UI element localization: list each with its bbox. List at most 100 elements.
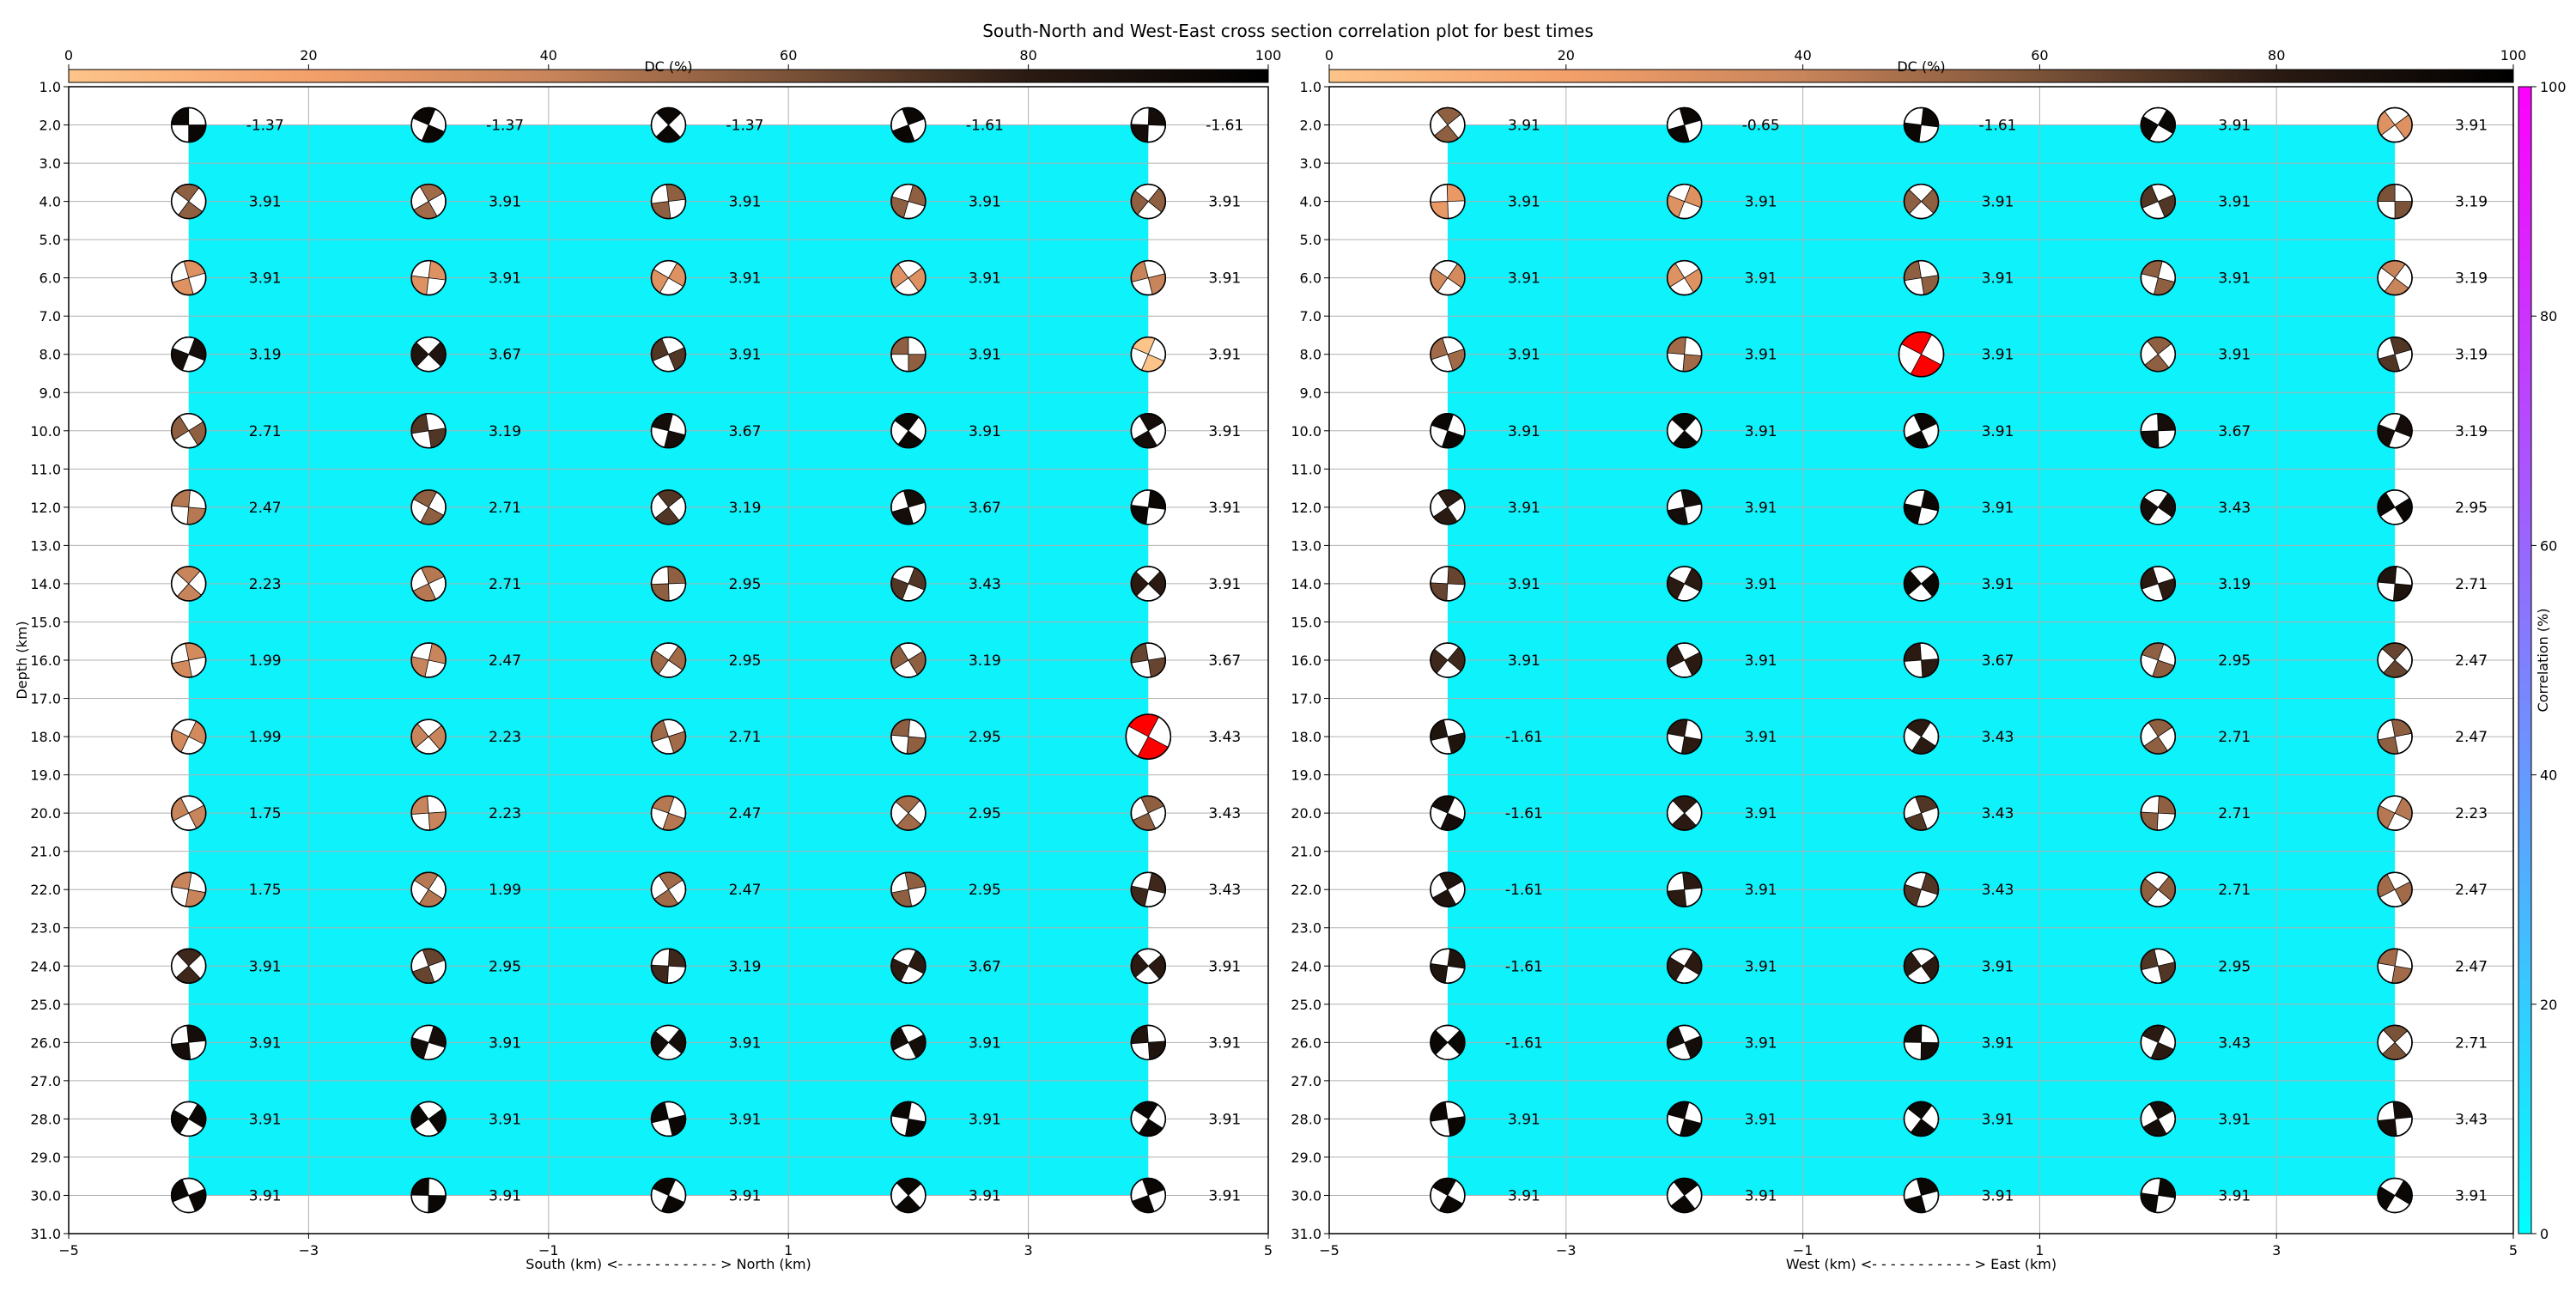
beachball [170,183,207,220]
beachball-rim [2140,719,2177,755]
cell-value-label: -1.61 [1505,1034,1543,1052]
beachball [2377,183,2413,220]
beachball-rim [650,183,687,220]
beachball [1666,413,1703,449]
beachball [1903,1177,1940,1214]
beachball-rim [170,719,207,755]
beachball [2377,336,2413,373]
beachball-rim [170,566,207,602]
beachball-rim [1130,1101,1167,1137]
beachball [890,719,927,755]
y-tick-label: 30.0 [1291,1187,1321,1204]
beachball [1130,106,1167,143]
beachball-rim [1130,795,1167,831]
y-tick-label: 10.0 [30,423,61,440]
y-tick-label: 4.0 [1300,194,1321,210]
y-tick-label: 6.0 [39,270,61,287]
y-tick-label: 6.0 [1300,270,1321,287]
beachball-rim [650,336,687,373]
beachball [2377,795,2413,831]
beachball-rim [1130,106,1167,143]
beachball [2140,871,2177,907]
cell-value-label: 3.19 [489,423,521,440]
beachball [890,336,927,373]
beachball-rim [1666,106,1703,143]
y-tick-label: 19.0 [30,767,61,784]
beachball [890,948,927,985]
y-tick-label: 16.0 [1291,652,1321,669]
cell-value-label: 3.91 [1745,1111,1777,1128]
y-tick-label: 15.0 [30,614,61,630]
beachball-rim [2377,871,2413,907]
beachball [1130,566,1167,602]
correlation-colorbar-tick-label: 100 [2540,79,2567,95]
beachball [1666,336,1703,373]
y-tick-label: 24.0 [30,958,61,974]
beachball [650,719,687,755]
beachball [1903,1101,1940,1137]
y-tick-label: 30.0 [30,1187,61,1204]
cell-value-label: 2.95 [969,882,1001,899]
x-axis-label: South (km) <- - - - - - - - - - - > Nort… [526,1256,811,1272]
beachball [2377,1101,2413,1137]
beachball-rim [1666,1024,1703,1061]
beachball [170,642,207,678]
cell-value-label: 3.91 [1745,882,1777,899]
correlation-colorbar-tick-label: 80 [2540,308,2557,325]
y-tick-label: 3.0 [1300,155,1321,172]
beachball-rim [1666,259,1703,296]
cell-value-label: 3.43 [969,576,1001,593]
beachball [1903,948,1940,985]
y-tick-label: 20.0 [1291,805,1321,822]
cell-value-label: 3.91 [1508,423,1540,440]
dc-colorbar: 0 20 40 60 80 100 DC (%) [64,47,1281,83]
beachball [1666,1177,1703,1214]
dc-colorbar-tick-label: 100 [2500,47,2527,64]
cell-value-label: -0.65 [1742,118,1780,135]
y-tick-label: 13.0 [30,537,61,554]
cell-value-label: 3.91 [1508,194,1540,211]
beachball-rim [650,642,687,678]
beachball [1130,795,1167,831]
y-tick-label: 26.0 [30,1034,61,1051]
beachball [2140,183,2177,220]
beachball [1130,183,1167,220]
beachball [1666,489,1703,525]
x-tick-label: 5 [1264,1242,1273,1259]
y-tick-label: 12.0 [30,500,61,516]
cell-value-label: 3.91 [1982,270,2014,288]
cell-value-label: -1.61 [1979,118,2017,135]
beachball-rim [410,948,447,985]
y-tick-label: 27.0 [1291,1073,1321,1089]
beachball-rim [170,183,207,220]
correlation-colorbar-tick-label: 40 [2540,767,2557,784]
correlation-colorbar-tick-label: 20 [2540,997,2557,1013]
cell-value-label: 3.19 [2218,576,2251,593]
beachball-rim [650,566,687,602]
cell-value-label: 1.99 [249,652,282,670]
cell-value-label: 2.23 [2455,805,2488,822]
beachball [170,719,207,755]
beachball-rim [2377,1101,2413,1137]
beachball-rim [1430,489,1466,525]
beachball [650,1101,687,1137]
beachball-rim [650,413,687,449]
y-tick-label: 14.0 [1291,576,1321,592]
beachball [1903,106,1940,143]
beachball-rim [170,642,207,678]
cell-value-label: 3.91 [1745,958,1777,975]
beachball-rim [2377,259,2413,296]
cell-value-label: 3.43 [1208,805,1241,822]
beachball [2377,413,2413,449]
beachball-rim [1125,713,1172,760]
beachball-rim [1430,336,1466,373]
cell-value-label: 3.91 [489,270,521,288]
x-tick-label: 3 [1024,1242,1033,1259]
cell-value-label: 3.91 [1982,500,2014,517]
beachball-rim [1666,413,1703,449]
y-tick-label: 7.0 [39,308,61,325]
cell-value-label: 3.67 [969,958,1001,975]
beachball [650,795,687,831]
beachball-rim [1430,1024,1466,1061]
